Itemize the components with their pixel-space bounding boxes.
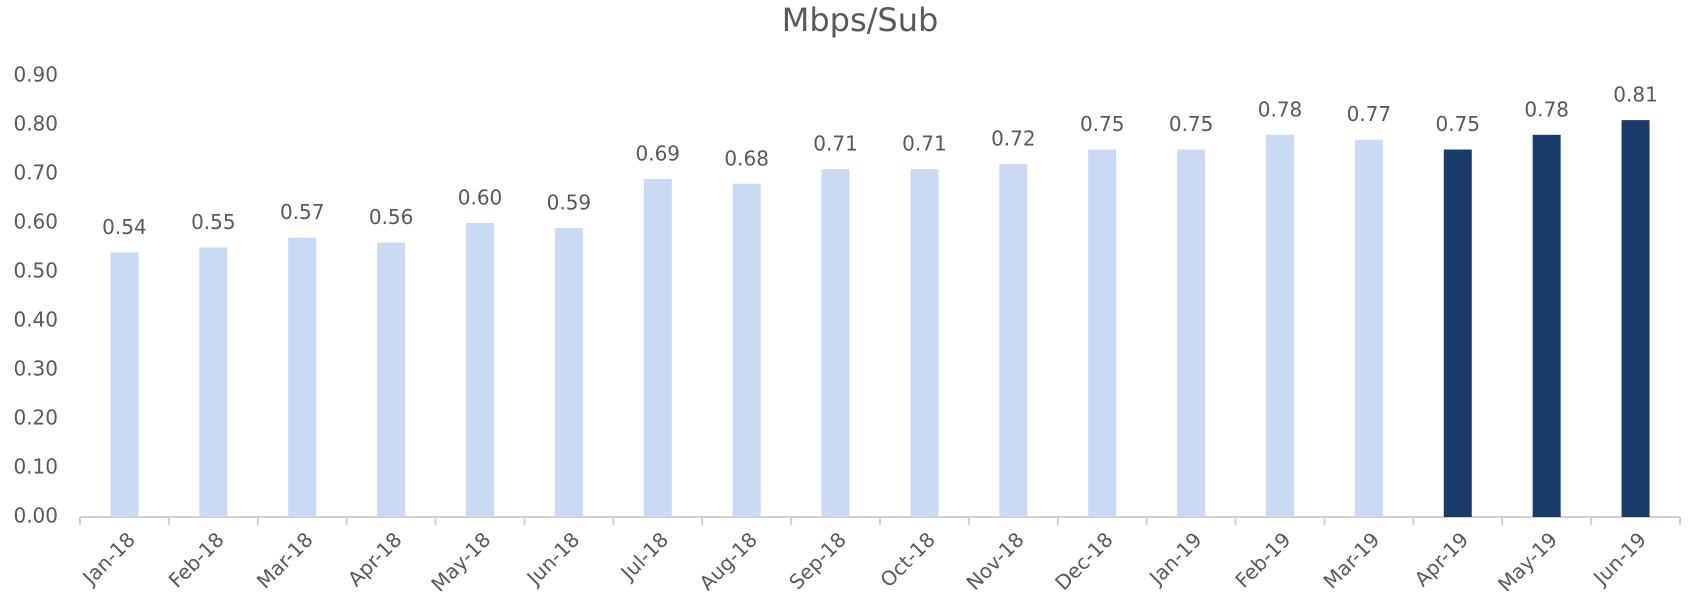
data-label: 0.78 <box>1258 97 1303 121</box>
x-tick-label: May-19 <box>1493 527 1562 596</box>
x-tick-label: Oct-18 <box>875 527 940 592</box>
x-tick-label: May-18 <box>426 527 495 596</box>
bar <box>1088 149 1117 517</box>
bar <box>1443 149 1472 517</box>
bar <box>466 223 494 517</box>
data-label: 0.78 <box>1524 97 1569 121</box>
y-tick-label: 0.60 <box>13 210 58 234</box>
y-tick-label: 0.40 <box>13 308 58 332</box>
bar <box>199 247 228 517</box>
y-tick-label: 0.10 <box>13 455 58 479</box>
data-label: 0.81 <box>1613 83 1658 107</box>
y-tick-label: 0.70 <box>13 161 58 185</box>
x-tick-label: Jul-18 <box>615 527 674 586</box>
y-tick-label: 0.80 <box>13 112 58 136</box>
bar <box>999 164 1028 517</box>
data-label: 0.72 <box>991 127 1036 151</box>
bar <box>377 242 406 517</box>
data-label: 0.56 <box>369 205 414 229</box>
x-tick-label: Jun-19 <box>1587 527 1651 591</box>
data-label: 0.60 <box>458 186 503 210</box>
data-label: 0.75 <box>1436 112 1481 136</box>
x-tick-label: Dec-18 <box>1050 527 1117 594</box>
data-label: 0.68 <box>724 146 769 170</box>
x-tick-label: Nov-18 <box>961 527 1028 594</box>
x-tick-label: Mar-18 <box>252 527 318 593</box>
x-tick-label: Jan-19 <box>1143 527 1206 590</box>
bar <box>1266 134 1294 518</box>
x-tick-label: Feb-19 <box>1230 527 1295 592</box>
chart-title: Mbps/Sub <box>782 1 939 39</box>
data-label: 0.71 <box>902 132 947 156</box>
bar <box>1177 149 1206 517</box>
y-tick-label: 0.30 <box>13 357 58 381</box>
data-label: 0.75 <box>1169 112 1214 136</box>
bar <box>110 252 139 517</box>
x-tick-label: Apr-18 <box>343 527 407 591</box>
x-tick-label: Jan-18 <box>77 527 140 590</box>
data-label: 0.59 <box>547 190 592 214</box>
bar <box>732 183 761 518</box>
data-label: 0.77 <box>1347 102 1392 126</box>
y-tick-label: 0.20 <box>13 406 58 430</box>
bar <box>643 178 672 517</box>
data-label: 0.75 <box>1080 112 1125 136</box>
data-label: 0.55 <box>191 210 236 234</box>
data-label: 0.57 <box>280 200 325 224</box>
bar <box>288 237 317 517</box>
y-tick-label: 0.00 <box>13 504 58 528</box>
bar <box>1621 120 1650 517</box>
bar <box>1532 134 1561 518</box>
data-label: 0.69 <box>636 141 681 165</box>
data-label: 0.54 <box>102 215 147 239</box>
bar <box>1354 139 1383 517</box>
x-tick-label: Aug-18 <box>694 527 762 595</box>
x-tick-label: Apr-19 <box>1410 527 1474 591</box>
y-tick-label: 0.90 <box>13 63 58 87</box>
x-tick-label: Mar-19 <box>1318 527 1384 593</box>
data-label: 0.71 <box>813 132 858 156</box>
y-tick-label: 0.50 <box>13 259 58 283</box>
x-tick-label: Feb-18 <box>164 527 229 592</box>
bar <box>821 169 850 517</box>
x-tick-label: Sep-18 <box>784 527 851 594</box>
x-tick-label: Jun-18 <box>521 527 585 591</box>
bar <box>910 169 939 517</box>
bar <box>554 227 583 517</box>
